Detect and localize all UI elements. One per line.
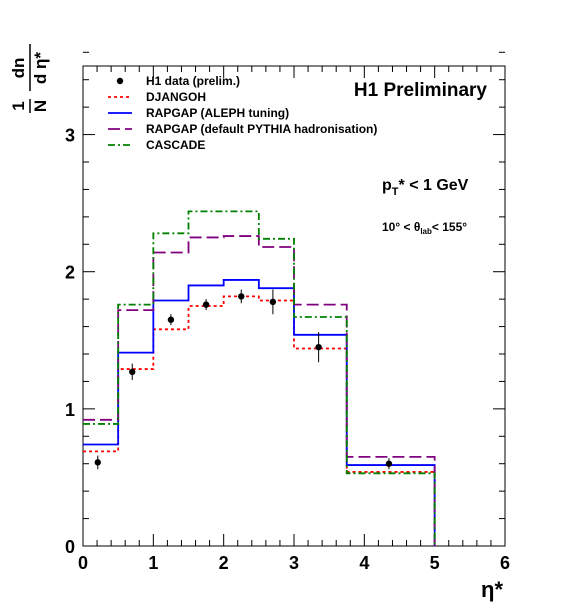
- legend-label: DJANGOH: [146, 90, 206, 104]
- y-tick-label: 1: [65, 400, 75, 420]
- x-tick-label: 3: [289, 553, 299, 573]
- series-line: [83, 279, 436, 546]
- data-point: [202, 301, 210, 308]
- x-tick-label: 1: [148, 553, 158, 573]
- x-tick-label: 6: [500, 553, 510, 573]
- data-points: [94, 289, 393, 470]
- y-tick-labels: 0 1 2 3: [65, 126, 75, 557]
- legend-label: CASCADE: [146, 138, 205, 152]
- data-point: [315, 343, 322, 351]
- legend: H1 data (prelim.) DJANGOH RAPGAP (ALEPH tu…: [108, 74, 377, 152]
- svg-text:dn: dn: [9, 58, 28, 79]
- y-axis-label: 1 N dn d η*: [9, 44, 50, 113]
- cut-theta-annotation: 10° < θlab< 155°: [382, 220, 467, 236]
- x-tick-label: 5: [430, 553, 440, 573]
- data-point: [269, 298, 277, 306]
- x-tick-label: 2: [219, 553, 229, 573]
- data-point: [129, 368, 136, 376]
- y-tick-label: 0: [65, 537, 75, 557]
- series-line: [83, 210, 436, 546]
- legend-label: RAPGAP (default PYTHIA hadronisation): [146, 122, 377, 136]
- legend-marker-data: [116, 77, 124, 85]
- data-point: [167, 316, 175, 323]
- axis-ticks: [82, 51, 506, 547]
- data-point: [94, 459, 101, 466]
- data-point: [238, 293, 245, 300]
- x-tick-label: 0: [78, 553, 88, 573]
- cut-pt-annotation: pT* < 1 GeV: [382, 177, 469, 198]
- x-tick-labels: 0 1 2 3 4 5 6: [78, 553, 510, 573]
- y-tick-label: 2: [65, 263, 75, 283]
- legend-label: H1 data (prelim.): [146, 74, 240, 88]
- x-axis-label: η*: [481, 577, 503, 602]
- chart-title: H1 Preliminary: [354, 80, 487, 101]
- legend-label: RAPGAP (ALEPH tuning): [146, 106, 289, 120]
- x-tick-label: 4: [359, 553, 369, 573]
- mc-curves: [83, 210, 436, 546]
- y-tick-label: 3: [65, 126, 75, 146]
- series-line: [83, 295, 436, 546]
- svg-text:N: N: [31, 100, 50, 112]
- svg-text:d η*: d η*: [31, 52, 50, 84]
- data-point: [385, 460, 393, 467]
- svg-text:1: 1: [9, 101, 28, 110]
